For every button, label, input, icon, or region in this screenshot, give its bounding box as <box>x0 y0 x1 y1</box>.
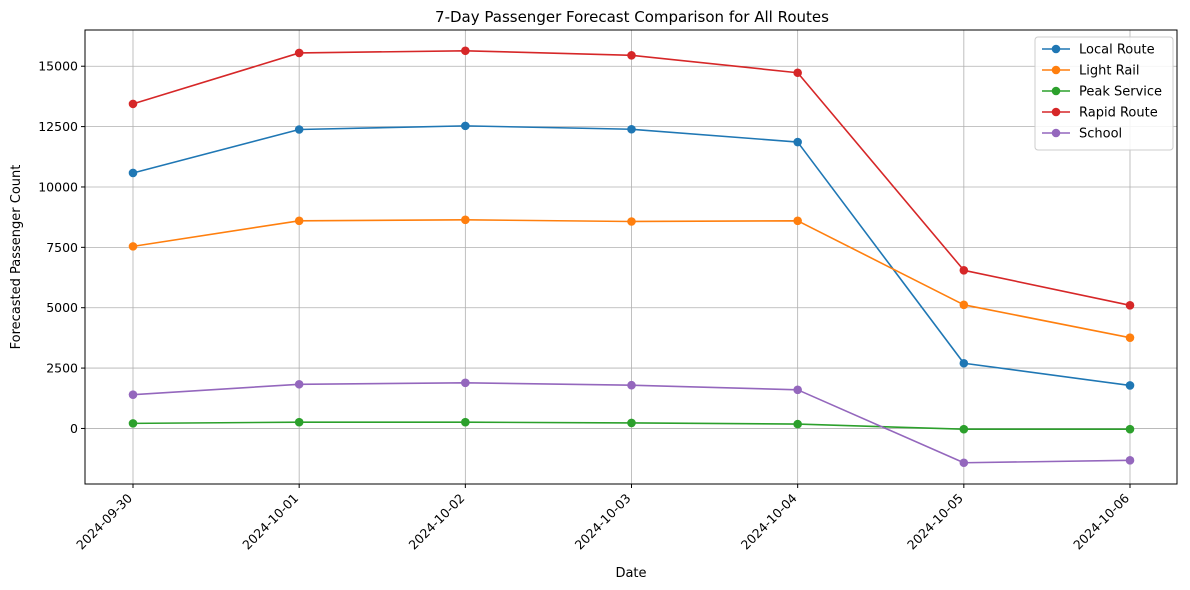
data-point <box>461 121 470 131</box>
data-point <box>128 168 138 178</box>
data-point <box>1125 333 1135 342</box>
series-school <box>128 378 1135 468</box>
data-point <box>461 215 470 225</box>
y-tick-label: 0 <box>70 421 78 436</box>
data-point <box>1125 381 1135 390</box>
data-point <box>1125 424 1135 434</box>
y-tick-label: 2500 <box>46 361 78 376</box>
legend-entry: Peak Service <box>1042 85 1162 100</box>
data-point <box>627 51 636 60</box>
legend-box <box>1034 36 1174 151</box>
data-point <box>959 265 969 275</box>
chart-title: 7-Day Passenger Forecast Comparison for … <box>435 8 829 26</box>
data-point <box>128 390 138 399</box>
data-point <box>793 419 802 429</box>
legend-label: Local Route <box>1079 43 1155 58</box>
legend-entry: Local Route <box>1042 43 1155 58</box>
series-light-rail <box>128 215 1135 342</box>
data-point <box>128 242 138 251</box>
data-point <box>294 48 304 58</box>
data-point <box>793 385 802 395</box>
data-point <box>793 137 802 147</box>
data-point <box>128 99 138 109</box>
legend: Local Route Light Rail Peak Service Rapid R… <box>1034 36 1174 151</box>
x-axis-title: Date <box>615 566 646 581</box>
data-point <box>461 378 470 388</box>
legend-swatch-marker <box>1051 128 1061 138</box>
y-tick-label: 15000 <box>38 59 78 74</box>
legend-swatch-marker <box>1051 65 1061 75</box>
data-point <box>793 68 802 78</box>
data-point <box>627 217 636 226</box>
series-local-route <box>128 121 1135 390</box>
data-point <box>793 216 802 226</box>
data-point <box>627 124 636 134</box>
y-tick-label: 5000 <box>46 300 78 315</box>
data-point <box>1125 456 1135 465</box>
data-point <box>294 216 304 226</box>
data-point <box>627 380 636 390</box>
data-point <box>1125 300 1135 310</box>
y-axis-title: Forecasted Passenger Count <box>9 165 24 350</box>
data-point <box>959 424 969 434</box>
data-point <box>294 125 304 134</box>
y-tick-label: 7500 <box>46 240 78 255</box>
data-point <box>959 458 969 468</box>
y-tick-label: 10000 <box>38 179 78 194</box>
legend-swatch-marker <box>1051 107 1061 117</box>
legend-label: School <box>1079 127 1122 142</box>
y-tick-label: 12500 <box>38 119 78 134</box>
data-point <box>461 46 470 56</box>
data-point <box>959 300 969 310</box>
data-point <box>294 379 304 389</box>
legend-entry: Light Rail <box>1042 64 1140 79</box>
data-point <box>461 417 470 427</box>
data-point <box>128 419 138 428</box>
legend-swatch-marker <box>1051 44 1061 54</box>
data-point <box>627 418 636 428</box>
legend-label: Peak Service <box>1079 85 1162 100</box>
legend-label: Rapid Route <box>1079 106 1158 121</box>
series-peak-service <box>128 417 1135 434</box>
legend-entry: Rapid Route <box>1042 106 1158 121</box>
data-point <box>959 358 969 368</box>
legend-swatch-marker <box>1051 86 1061 96</box>
legend-entry: School <box>1042 127 1122 142</box>
series-rapid-route <box>128 46 1135 310</box>
data-point <box>294 417 304 427</box>
series-layer <box>128 46 1135 468</box>
legend-label: Light Rail <box>1079 64 1140 79</box>
